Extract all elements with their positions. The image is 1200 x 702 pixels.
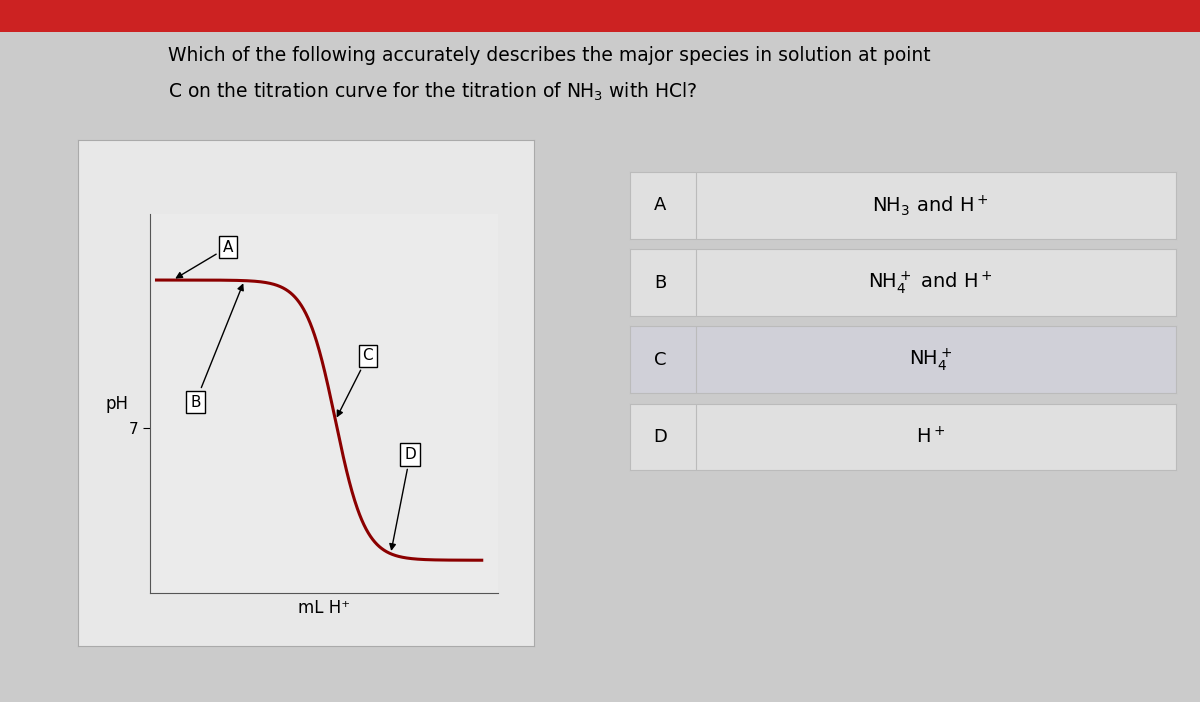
Text: H$^+$: H$^+$ xyxy=(916,426,946,448)
Text: A: A xyxy=(176,239,233,278)
Y-axis label: pH: pH xyxy=(106,395,128,413)
Text: B: B xyxy=(191,284,244,409)
Text: D: D xyxy=(653,428,667,446)
Text: A: A xyxy=(654,197,666,214)
Text: NH$_4^+$ and H$^+$: NH$_4^+$ and H$^+$ xyxy=(868,269,992,296)
X-axis label: mL H⁺: mL H⁺ xyxy=(298,599,350,617)
Text: NH$_4^+$: NH$_4^+$ xyxy=(908,346,952,373)
Text: B: B xyxy=(654,274,666,291)
Text: NH$_3$ and H$^+$: NH$_3$ and H$^+$ xyxy=(872,193,989,218)
Text: D: D xyxy=(390,447,416,550)
Text: C: C xyxy=(337,348,373,416)
Text: Which of the following accurately describes the major species in solution at poi: Which of the following accurately descri… xyxy=(168,46,931,65)
Text: C: C xyxy=(654,351,666,369)
Text: C on the titration curve for the titration of NH$_3$ with HCl?: C on the titration curve for the titrati… xyxy=(168,81,697,103)
